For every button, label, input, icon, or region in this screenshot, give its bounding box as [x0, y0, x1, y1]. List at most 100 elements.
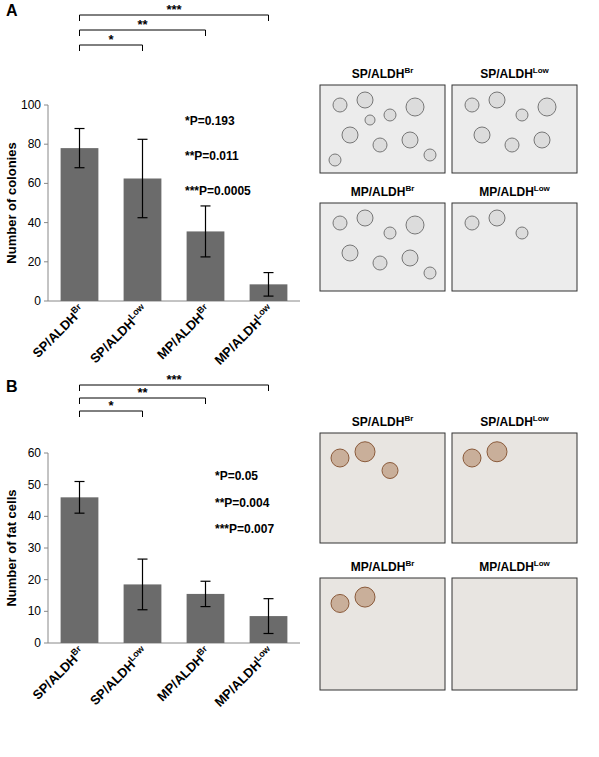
axis-title: Number of fat cells	[4, 489, 19, 606]
cell	[331, 594, 349, 612]
label-main: SP/ALDH	[30, 652, 81, 703]
label-main: SP/ALDH	[30, 310, 81, 361]
category-label: SP/ALDHLow	[86, 301, 151, 366]
p-value: *P=0.193	[185, 114, 235, 128]
image-frame	[452, 578, 577, 690]
error-line	[205, 581, 206, 606]
cell	[357, 210, 373, 226]
cell	[489, 92, 505, 108]
p-value: **P=0.011	[185, 149, 239, 163]
image-frame	[452, 85, 577, 173]
significance-label: ***	[166, 2, 182, 17]
cell	[331, 449, 349, 467]
error-cap	[264, 296, 274, 297]
cell	[333, 98, 347, 112]
bar	[61, 497, 99, 643]
label-sup: Low	[534, 184, 551, 193]
micrograph	[320, 433, 445, 543]
error-bar	[138, 559, 148, 610]
tick-label: 10	[28, 604, 42, 618]
label-sup: Br	[195, 301, 209, 315]
cell	[487, 442, 507, 462]
label-sup: Br	[405, 559, 414, 568]
tick	[44, 643, 48, 644]
error-line	[79, 129, 80, 168]
cell	[329, 154, 341, 166]
label-main: MP/ALDH	[351, 560, 406, 574]
error-cap	[201, 205, 211, 206]
error-bar	[75, 129, 85, 168]
category-label: MP/ALDHBr	[153, 301, 214, 362]
tick-label: 20	[28, 573, 42, 587]
error-line	[79, 482, 80, 514]
label-main: MP/ALDH	[479, 560, 534, 574]
axis-title: Number of colonies	[4, 142, 19, 263]
error-cap	[201, 606, 211, 607]
cell	[365, 115, 375, 125]
micrograph	[452, 578, 577, 690]
label-sup: Low	[126, 301, 147, 322]
tick	[44, 183, 48, 184]
tick-label: 40	[28, 216, 42, 230]
error-cap	[264, 598, 274, 599]
cell	[538, 98, 556, 116]
cell	[463, 449, 481, 467]
cell	[424, 267, 436, 279]
tick-label: 40	[28, 509, 42, 523]
tick-label: 60	[28, 446, 42, 460]
label-sup: Low	[534, 559, 551, 568]
image-title: MP/ALDHLow	[479, 559, 550, 574]
cell	[516, 227, 528, 239]
tick-label: 30	[28, 541, 42, 555]
cell	[355, 442, 375, 462]
tick	[44, 261, 48, 262]
error-cap	[138, 139, 148, 140]
label-main: SP/ALDH	[352, 67, 405, 81]
p-value: ***P=0.0005	[185, 184, 251, 198]
label-main: MP/ALDH	[154, 652, 206, 704]
label-sup: Br	[404, 66, 413, 75]
micrograph	[452, 433, 577, 543]
image-title: MP/ALDHLow	[479, 184, 550, 199]
label-sup: Low	[126, 643, 147, 664]
cell	[406, 216, 424, 234]
error-bar	[201, 206, 211, 257]
bars	[61, 129, 288, 301]
category-label: MP/ALDHBr	[153, 643, 214, 704]
tick	[44, 144, 48, 145]
cell	[384, 227, 396, 239]
panel-letter: B	[6, 378, 18, 395]
category-label: SP/ALDHBr	[29, 643, 88, 702]
error-bar	[264, 599, 274, 634]
category-label: SP/ALDHLow	[86, 643, 151, 708]
p-value: **P=0.004	[215, 496, 270, 510]
micrograph	[320, 203, 445, 291]
cell	[384, 109, 396, 121]
category-label: MP/ALDHLow	[210, 643, 277, 710]
significance-label: *	[108, 32, 114, 47]
error-cap	[201, 581, 211, 582]
label-sup: Low	[252, 643, 273, 664]
image-frame	[320, 85, 445, 173]
label-main: SP/ALDH	[87, 657, 138, 708]
label-main: MP/ALDH	[211, 315, 263, 367]
image-frame	[320, 578, 445, 690]
label-main: MP/ALDH	[211, 657, 263, 709]
cell	[382, 463, 398, 479]
cell	[333, 216, 347, 230]
error-cap	[75, 128, 85, 129]
error-bar	[201, 581, 211, 606]
micrograph	[320, 578, 445, 690]
cell	[474, 127, 490, 143]
panel-letter: A	[6, 2, 18, 19]
tick	[44, 611, 48, 612]
label-sup: Br	[404, 414, 413, 423]
tick-label: 80	[28, 137, 42, 151]
error-cap	[138, 217, 148, 218]
error-cap	[75, 513, 85, 514]
label-sup: Br	[69, 301, 83, 315]
image-title: SP/ALDHLow	[480, 66, 549, 81]
tick	[44, 105, 48, 106]
significance-label: ***	[166, 372, 182, 387]
label-sup: Br	[195, 643, 209, 657]
